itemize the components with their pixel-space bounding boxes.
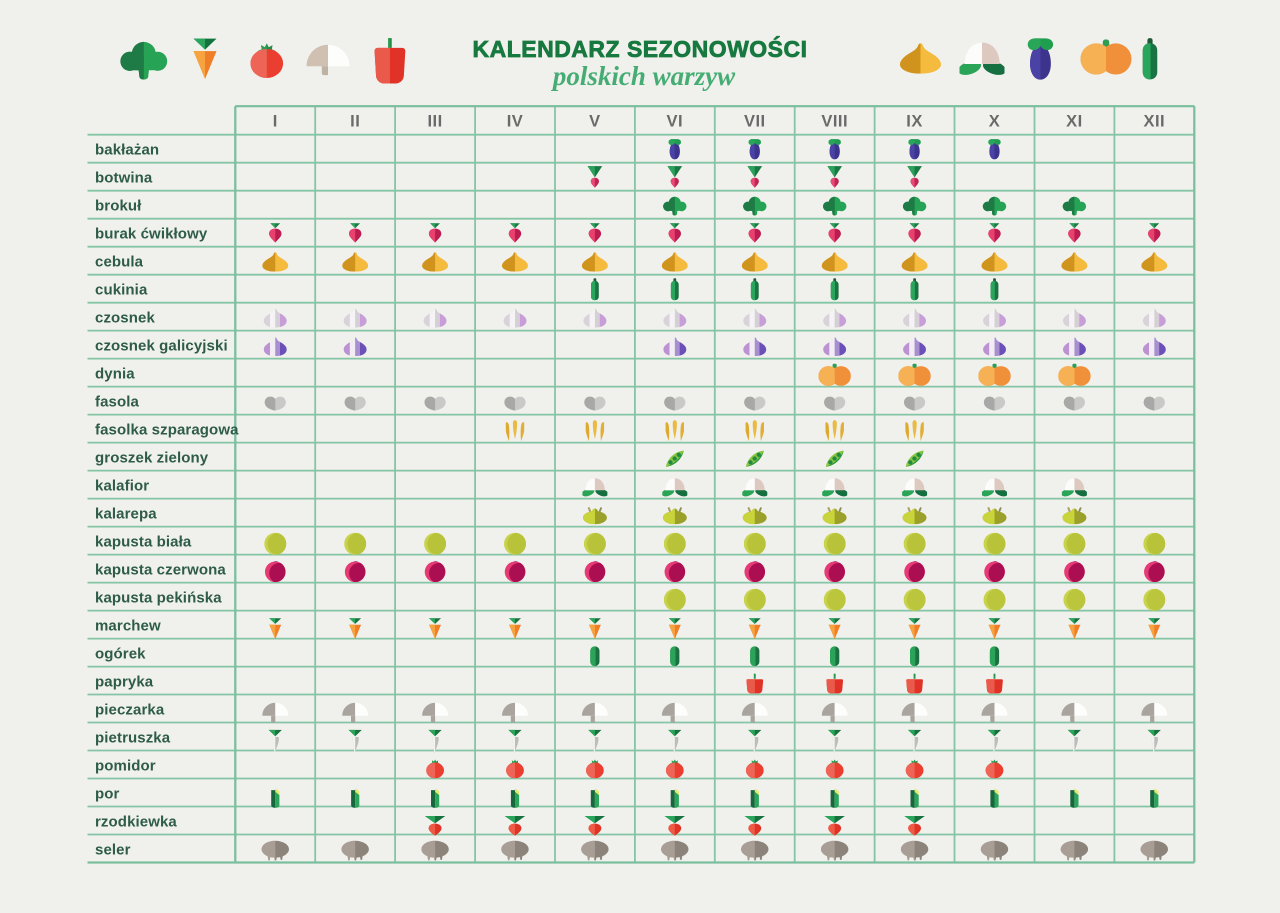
svg-text:V: V (589, 113, 601, 131)
svg-text:burak ćwikłowy: burak ćwikłowy (95, 226, 208, 243)
svg-text:X: X (989, 113, 1001, 131)
svg-text:pietruszka: pietruszka (95, 729, 171, 746)
svg-text:fasolka szparagowa: fasolka szparagowa (95, 421, 239, 438)
svg-text:cukinia: cukinia (95, 282, 148, 299)
svg-text:dynia: dynia (95, 365, 135, 382)
svg-text:VII: VII (744, 113, 766, 131)
svg-text:kapusta czerwona: kapusta czerwona (95, 561, 226, 578)
svg-text:I: I (273, 113, 278, 131)
svg-text:fasola: fasola (95, 393, 140, 410)
svg-text:pieczarka: pieczarka (95, 701, 165, 718)
svg-text:kalarepa: kalarepa (95, 505, 157, 522)
svg-text:groszek zielony: groszek zielony (95, 449, 209, 466)
svg-text:VIII: VIII (821, 113, 848, 131)
svg-text:kalafior: kalafior (95, 477, 149, 494)
svg-text:marchew: marchew (95, 617, 161, 634)
svg-text:seler: seler (95, 841, 131, 858)
svg-text:kapusta pekińska: kapusta pekińska (95, 589, 222, 606)
svg-text:XII: XII (1143, 113, 1165, 131)
svg-text:pomidor: pomidor (95, 757, 156, 774)
svg-text:por: por (95, 785, 120, 802)
svg-text:VI: VI (667, 113, 684, 131)
svg-text:czosnek: czosnek (95, 309, 155, 326)
svg-text:XI: XI (1066, 113, 1083, 131)
svg-text:ogórek: ogórek (95, 645, 146, 662)
svg-text:botwina: botwina (95, 170, 153, 187)
svg-text:kapusta biała: kapusta biała (95, 533, 192, 550)
svg-text:IV: IV (507, 113, 524, 131)
svg-text:KALENDARZ SEZONOWOŚCI: KALENDARZ SEZONOWOŚCI (472, 35, 807, 62)
svg-text:czosnek galicyjski: czosnek galicyjski (95, 337, 228, 354)
svg-text:III: III (427, 113, 442, 131)
svg-text:cebula: cebula (95, 254, 144, 271)
svg-text:brokuł: brokuł (95, 198, 142, 215)
svg-text:II: II (350, 113, 360, 131)
svg-text:IX: IX (906, 113, 923, 131)
svg-text:rzodkiewka: rzodkiewka (95, 813, 177, 830)
svg-text:bakłażan: bakłażan (95, 142, 159, 159)
svg-text:polskich warzyw: polskich warzyw (551, 61, 736, 91)
svg-text:papryka: papryka (95, 673, 154, 690)
